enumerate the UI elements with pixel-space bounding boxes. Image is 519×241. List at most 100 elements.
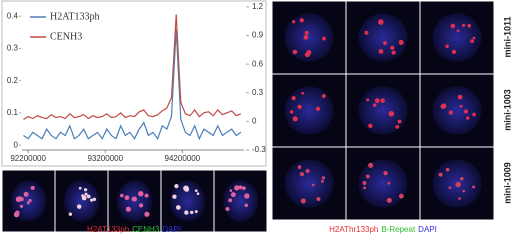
signal [305,168,310,173]
signal [387,181,391,185]
signal [19,204,24,208]
figure: 0 0.1 0.2 0.3 0.4 -0.3 0 0.3 0.6 0.9 1.2 92200000 93… [1,0,512,234]
signal [76,204,82,209]
signal [321,179,324,183]
nucleus [284,159,334,208]
signal [81,195,87,201]
signal [291,20,296,24]
signal [366,98,370,102]
signal [441,103,447,109]
nucleus [64,180,99,222]
signal [90,198,94,202]
signal [472,112,476,117]
nucleus [284,13,334,62]
signal [445,44,449,49]
signal [321,176,326,180]
signal [28,199,32,203]
signal [299,18,304,23]
signal [321,94,326,98]
signal [30,185,35,190]
signal [244,193,250,199]
signal [230,192,236,198]
signal [184,210,189,215]
signal [23,191,29,197]
caption-word: DAPI [162,225,181,234]
signal [68,212,73,216]
signal [368,123,373,129]
y2-tick-label: 1.2 [252,2,264,11]
signal [470,39,474,44]
signal [383,41,387,45]
signal [144,193,149,198]
caption-word: B-Repeat [381,225,416,234]
signal [368,162,374,168]
signal [124,195,130,201]
signal [194,189,198,193]
legend-label: H2AT133ph [50,11,99,22]
nucleus [358,13,408,62]
series-line [23,14,242,121]
nucleus [432,86,482,135]
y-tick-label: 0 [14,140,19,149]
signal [225,206,230,211]
signal [144,211,150,217]
micrograph [54,169,109,233]
signal [445,167,450,172]
signal [13,211,20,218]
signal [456,29,460,33]
signal [78,186,82,190]
x-tick-label: 93200000 [87,154,123,163]
signal [458,197,461,200]
row-label: mini-1011 [502,16,512,57]
signal [301,91,305,95]
signal [472,36,476,40]
signal [228,198,233,203]
signal [86,194,91,199]
signal [234,185,240,191]
signal [304,30,309,36]
caption: H2AT133ph CENH3 DAPI [87,225,181,234]
signal [383,170,388,176]
signal [297,165,302,169]
signal [300,198,306,204]
signal [462,189,466,193]
signal [461,23,466,28]
signal [364,30,369,35]
signal [388,110,395,117]
signal [380,98,385,103]
signal [316,197,321,201]
signal [450,23,456,29]
nucleus [11,180,46,222]
y-tick-label: 0.3 [7,44,19,53]
y-tick-label: 0.1 [7,108,19,117]
signal [194,210,198,214]
caption-word: H2AThr133ph [329,225,378,234]
y-tick-label: 0.2 [7,76,19,85]
row-label: mini-1003 [502,89,512,131]
row-label: mini-1009 [502,162,512,204]
signal [26,201,30,205]
signal [92,197,97,201]
caption-word: DAPI [418,225,437,234]
signal [448,186,452,190]
signal [399,41,403,45]
signal [386,197,392,203]
signal [397,119,402,124]
signal [138,203,144,208]
signal [244,203,248,208]
signal [291,96,296,101]
caption-word: CENH3 [132,225,160,234]
signal [463,109,469,114]
signal [378,19,384,25]
signal [138,191,144,197]
nucleus [358,159,408,208]
signal [315,106,321,112]
nucleus [284,86,334,135]
signal [472,185,476,189]
signal [322,36,326,41]
signal [175,205,181,210]
legend-label: CENH3 [50,31,82,42]
signal [395,124,400,129]
signal [131,197,135,201]
x-tick-label: 92200000 [10,154,46,163]
